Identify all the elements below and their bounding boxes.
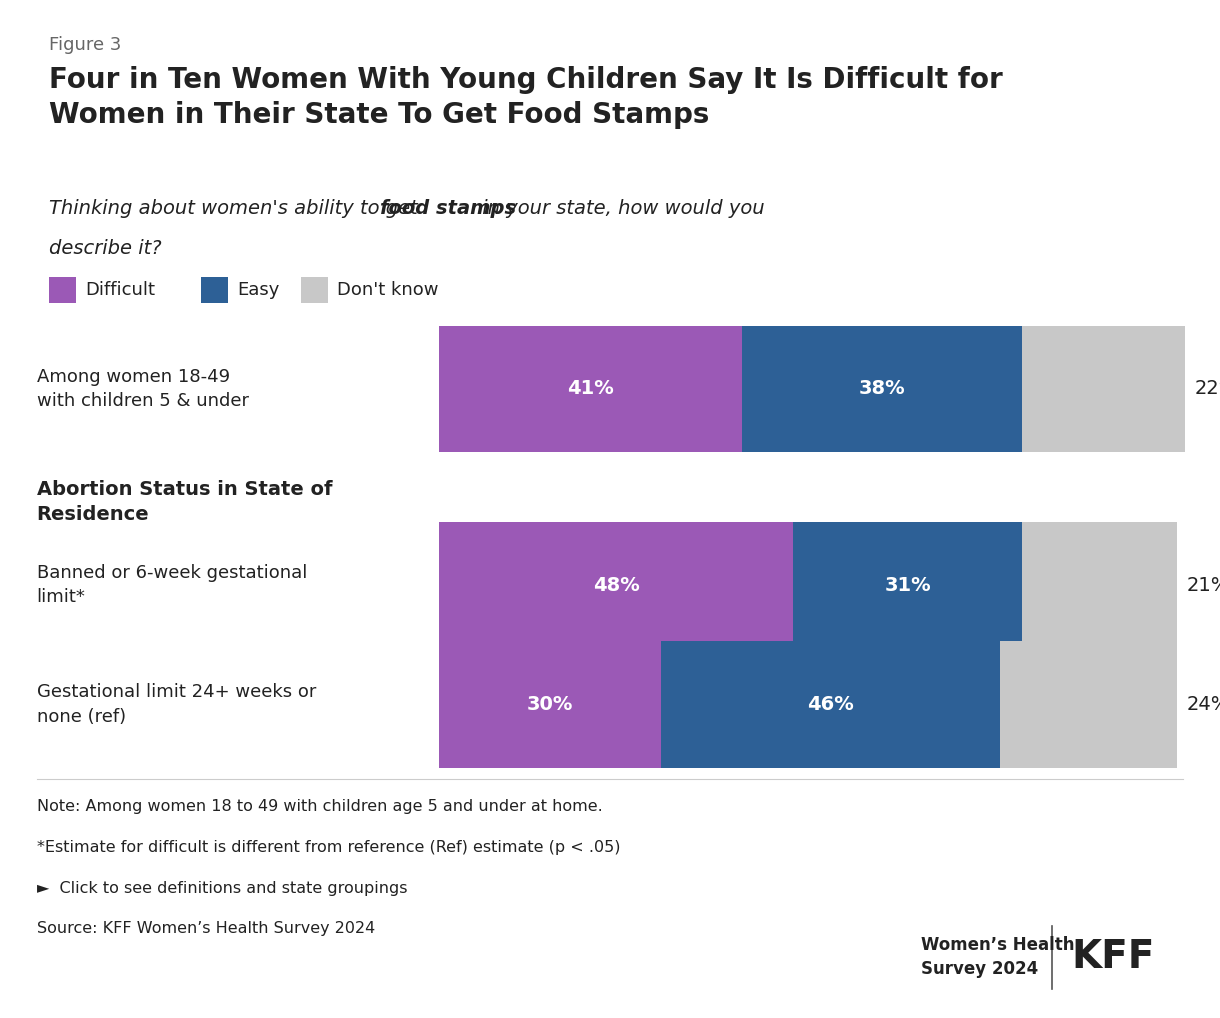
Text: Thinking about women's ability to get: Thinking about women's ability to get xyxy=(49,199,423,218)
Text: Source: KFF Women’s Health Survey 2024: Source: KFF Women’s Health Survey 2024 xyxy=(37,921,375,937)
Text: 22%: 22% xyxy=(1194,380,1220,398)
Text: *Estimate for difficult is different from reference (Ref) estimate (p < .05): *Estimate for difficult is different fro… xyxy=(37,840,620,855)
Text: 24%: 24% xyxy=(1187,695,1220,714)
Text: ►  Click to see definitions and state groupings: ► Click to see definitions and state gro… xyxy=(37,881,407,896)
Text: 31%: 31% xyxy=(884,576,931,595)
Text: Women’s Health
Survey 2024: Women’s Health Survey 2024 xyxy=(921,936,1075,978)
Text: Difficult: Difficult xyxy=(85,281,155,299)
Text: KFF: KFF xyxy=(1071,938,1154,976)
Text: in your state, how would you: in your state, how would you xyxy=(476,199,765,218)
Text: Among women 18-49
with children 5 & under: Among women 18-49 with children 5 & unde… xyxy=(37,367,249,410)
FancyBboxPatch shape xyxy=(439,641,661,768)
FancyBboxPatch shape xyxy=(49,277,76,303)
FancyBboxPatch shape xyxy=(200,277,227,303)
Text: Don't know: Don't know xyxy=(337,281,439,299)
Text: describe it?: describe it? xyxy=(49,239,161,259)
FancyBboxPatch shape xyxy=(301,277,327,303)
Text: Note: Among women 18 to 49 with children age 5 and under at home.: Note: Among women 18 to 49 with children… xyxy=(37,799,603,814)
Text: food stamps: food stamps xyxy=(381,199,516,218)
FancyBboxPatch shape xyxy=(1022,326,1185,452)
Text: Banned or 6-week gestational
limit*: Banned or 6-week gestational limit* xyxy=(37,564,307,607)
Text: 21%: 21% xyxy=(1187,576,1220,595)
Text: 48%: 48% xyxy=(593,576,639,595)
Text: Gestational limit 24+ weeks or
none (ref): Gestational limit 24+ weeks or none (ref… xyxy=(37,683,316,726)
Text: 38%: 38% xyxy=(859,380,905,398)
Text: Figure 3: Figure 3 xyxy=(49,36,121,54)
FancyBboxPatch shape xyxy=(793,522,1022,648)
Text: Easy: Easy xyxy=(237,281,279,299)
Text: 46%: 46% xyxy=(806,695,854,714)
Text: Four in Ten Women With Young Children Say It Is Difficult for
Women in Their Sta: Four in Ten Women With Young Children Sa… xyxy=(49,66,1003,128)
FancyBboxPatch shape xyxy=(439,326,742,452)
FancyBboxPatch shape xyxy=(1022,522,1177,648)
FancyBboxPatch shape xyxy=(661,641,1000,768)
FancyBboxPatch shape xyxy=(742,326,1022,452)
Text: 41%: 41% xyxy=(567,380,614,398)
FancyBboxPatch shape xyxy=(1000,641,1177,768)
Text: 30%: 30% xyxy=(527,695,573,714)
Text: Abortion Status in State of
Residence: Abortion Status in State of Residence xyxy=(37,480,332,523)
FancyBboxPatch shape xyxy=(439,522,793,648)
